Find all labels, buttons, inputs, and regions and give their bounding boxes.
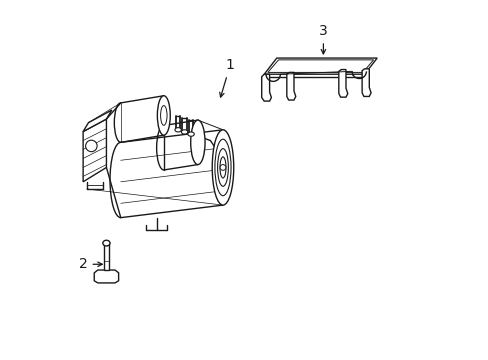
Polygon shape <box>338 69 347 97</box>
Ellipse shape <box>212 130 233 205</box>
Polygon shape <box>362 69 370 96</box>
Ellipse shape <box>160 105 167 125</box>
Ellipse shape <box>175 128 181 132</box>
Polygon shape <box>267 60 373 72</box>
Ellipse shape <box>220 157 225 178</box>
Circle shape <box>85 140 97 152</box>
Polygon shape <box>103 243 109 270</box>
Polygon shape <box>83 110 112 132</box>
Ellipse shape <box>214 139 230 196</box>
Polygon shape <box>94 270 119 283</box>
Polygon shape <box>261 74 271 101</box>
Ellipse shape <box>190 120 204 165</box>
Polygon shape <box>264 58 376 74</box>
Text: 2: 2 <box>79 257 102 271</box>
Text: 3: 3 <box>318 24 327 54</box>
Text: 1: 1 <box>219 58 234 97</box>
Ellipse shape <box>102 240 110 246</box>
Ellipse shape <box>157 96 170 135</box>
Ellipse shape <box>181 130 187 134</box>
Ellipse shape <box>187 132 194 136</box>
Polygon shape <box>83 119 106 182</box>
Ellipse shape <box>217 149 228 186</box>
Polygon shape <box>286 72 295 100</box>
Circle shape <box>220 165 225 170</box>
